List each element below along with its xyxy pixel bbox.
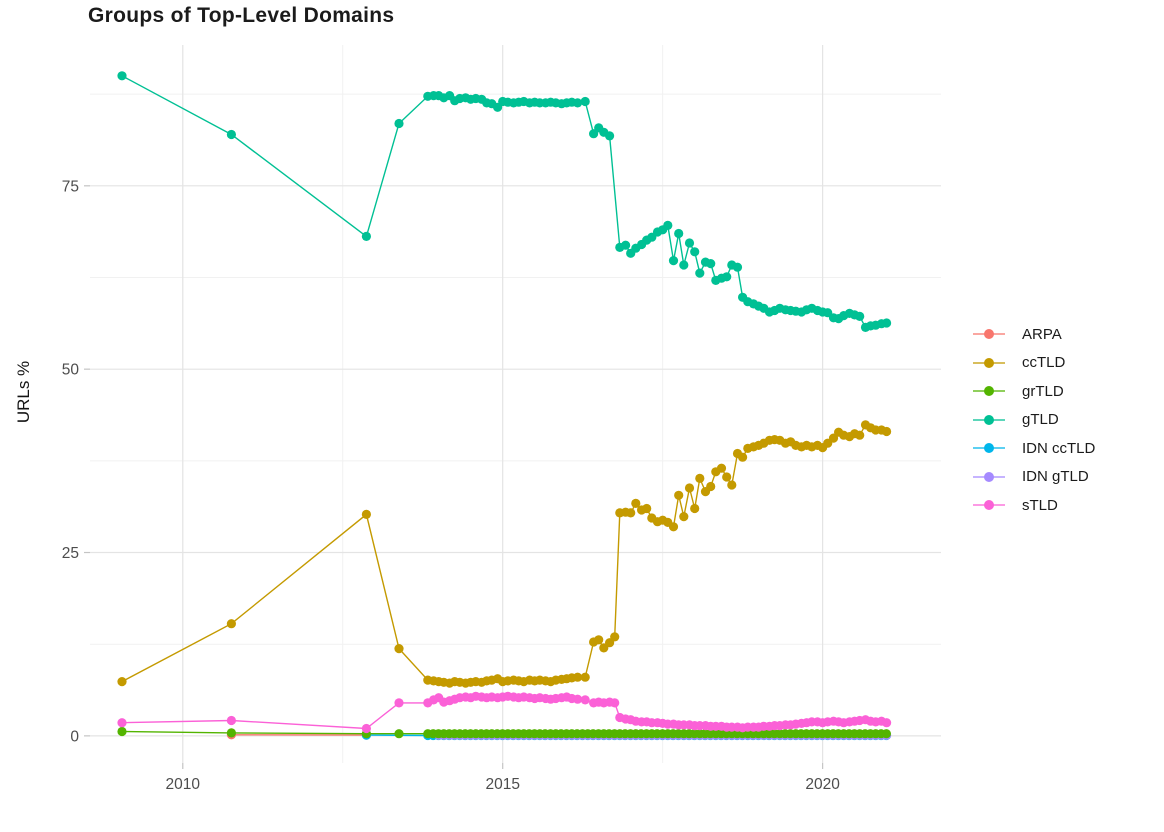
data-point xyxy=(227,130,236,139)
data-point xyxy=(722,472,731,481)
data-point xyxy=(621,241,630,250)
series-arpa xyxy=(227,730,371,739)
data-point xyxy=(695,474,704,483)
data-point xyxy=(722,272,731,281)
chart-title: Groups of Top-Level Domains xyxy=(88,4,394,28)
legend-label: ARPA xyxy=(1022,326,1062,343)
data-point xyxy=(669,256,678,265)
legend-key-icon xyxy=(970,496,1008,514)
data-point xyxy=(717,464,726,473)
y-tick-label: 0 xyxy=(70,728,79,745)
legend-label: ccTLD xyxy=(1022,354,1065,371)
legend-key-icon xyxy=(970,468,1008,486)
data-point xyxy=(227,728,236,737)
data-point xyxy=(685,483,694,492)
data-point xyxy=(669,522,678,531)
series-gtld xyxy=(117,71,891,332)
data-point xyxy=(882,427,891,436)
data-point xyxy=(733,263,742,272)
legend: ARPA ccTLD grTLD gTLD IDN ccTLD IDN gTLD sTLD xyxy=(970,320,1095,520)
series-line xyxy=(122,76,887,328)
data-point xyxy=(855,431,864,440)
data-point xyxy=(581,695,590,704)
data-point xyxy=(882,318,891,327)
y-tick-label: 50 xyxy=(62,362,80,379)
data-point xyxy=(610,698,619,707)
legend-item-idn-cctld: IDN ccTLD xyxy=(970,434,1095,463)
x-tick-label: 2020 xyxy=(805,776,840,793)
data-point xyxy=(227,619,236,628)
data-point xyxy=(117,727,126,736)
legend-item-stld: sTLD xyxy=(970,491,1095,520)
data-point xyxy=(362,510,371,519)
legend-key-icon xyxy=(970,439,1008,457)
data-point xyxy=(690,504,699,513)
legend-label: IDN ccTLD xyxy=(1022,440,1095,457)
data-point xyxy=(706,259,715,268)
legend-key-icon xyxy=(970,325,1008,343)
y-axis-title: URLs % xyxy=(14,361,34,423)
data-point xyxy=(882,729,891,738)
data-point xyxy=(626,508,635,517)
data-point xyxy=(642,504,651,513)
data-point xyxy=(685,238,694,247)
data-point xyxy=(581,673,590,682)
x-tick-label: 2015 xyxy=(485,776,519,793)
data-point xyxy=(738,453,747,462)
data-point xyxy=(674,229,683,238)
data-point xyxy=(679,260,688,269)
legend-key-icon xyxy=(970,354,1008,372)
data-point xyxy=(362,232,371,241)
x-tick-label: 2010 xyxy=(166,776,201,793)
legend-label: sTLD xyxy=(1022,497,1058,514)
y-tick-label: 75 xyxy=(62,178,79,195)
data-point xyxy=(679,512,688,521)
y-tick-label: 25 xyxy=(62,545,79,562)
data-point xyxy=(610,632,619,641)
data-point xyxy=(706,482,715,491)
data-point xyxy=(394,644,403,653)
legend-key-icon xyxy=(970,382,1008,400)
data-point xyxy=(855,312,864,321)
data-point xyxy=(117,677,126,686)
data-point xyxy=(117,718,126,727)
legend-label: IDN gTLD xyxy=(1022,468,1089,485)
data-point xyxy=(882,718,891,727)
data-point xyxy=(663,221,672,230)
data-point xyxy=(394,729,403,738)
legend-key-icon xyxy=(970,411,1008,429)
data-point xyxy=(394,698,403,707)
data-point xyxy=(581,97,590,106)
data-point xyxy=(674,491,683,500)
data-point xyxy=(605,131,614,140)
legend-item-grtld: grTLD xyxy=(970,377,1095,406)
data-point xyxy=(117,71,126,80)
data-point xyxy=(394,119,403,128)
data-point xyxy=(727,480,736,489)
data-point xyxy=(227,716,236,725)
legend-label: grTLD xyxy=(1022,383,1064,400)
series-stld xyxy=(117,692,891,733)
data-point xyxy=(594,635,603,644)
legend-item-idn-gtld: IDN gTLD xyxy=(970,463,1095,492)
data-point xyxy=(362,724,371,733)
legend-item-gtld: gTLD xyxy=(970,406,1095,435)
data-point xyxy=(695,269,704,278)
data-point xyxy=(690,247,699,256)
legend-item-arpa: ARPA xyxy=(970,320,1095,349)
legend-item-cctld: ccTLD xyxy=(970,349,1095,378)
legend-label: gTLD xyxy=(1022,411,1059,428)
